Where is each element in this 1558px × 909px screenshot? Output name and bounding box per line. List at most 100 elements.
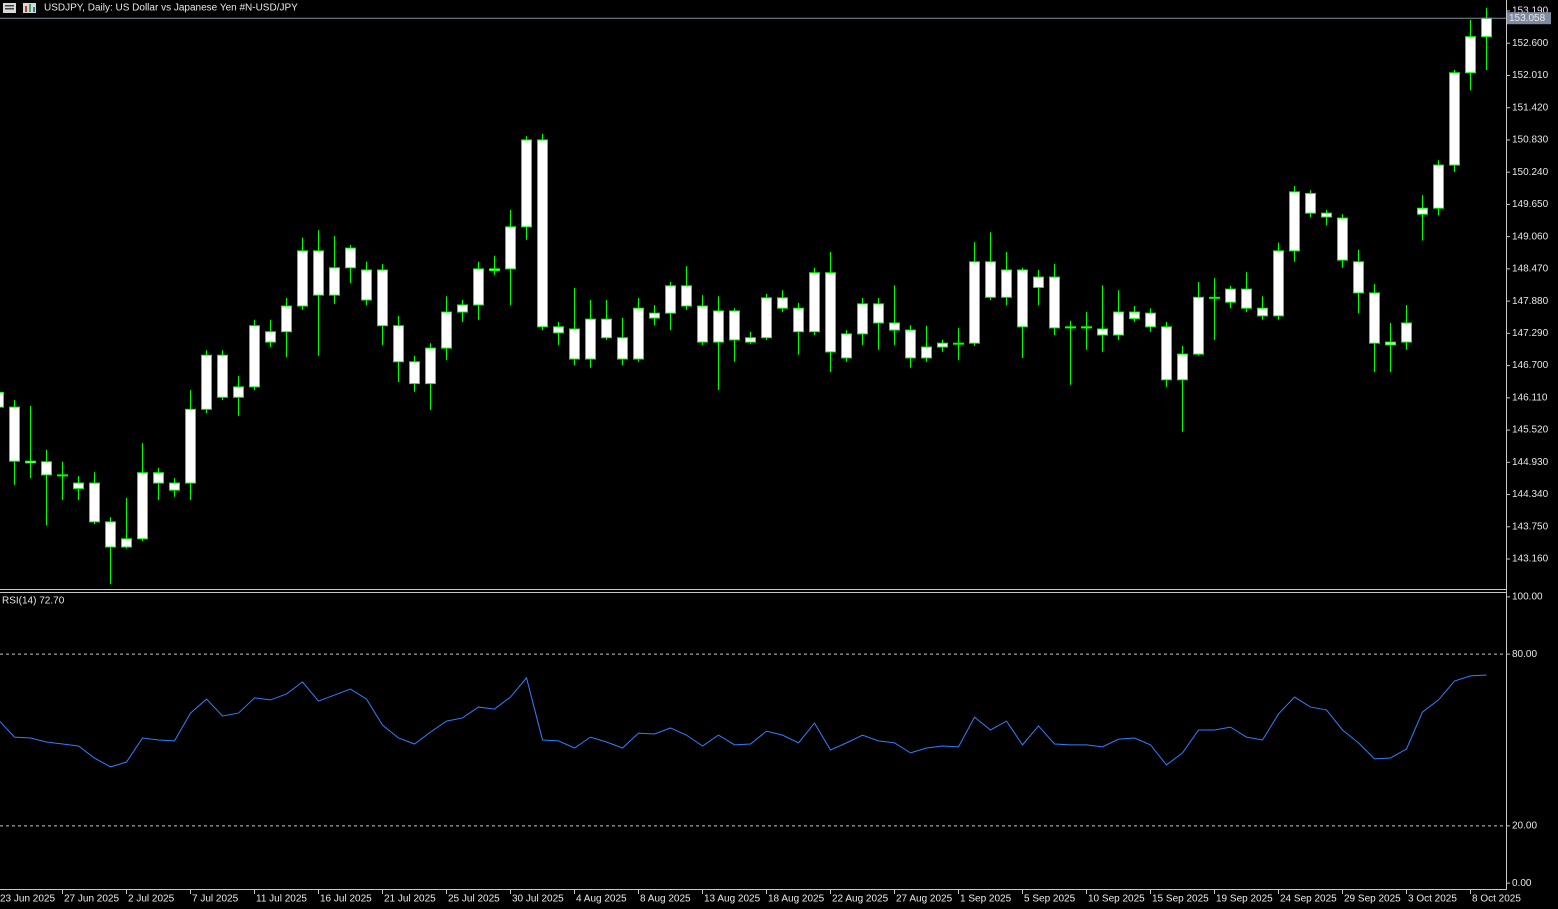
candle-body [1337, 217, 1348, 261]
candle-body [617, 337, 628, 360]
candle-body [1001, 269, 1012, 298]
candle-body [425, 347, 436, 385]
last-price-label: 153.058 [1509, 13, 1546, 24]
candle-body [1369, 292, 1380, 344]
candle-body [1401, 322, 1412, 343]
candle-body [889, 322, 900, 331]
symbol-icons [3, 3, 36, 13]
candle-body [329, 267, 340, 296]
candle-body [1385, 341, 1396, 346]
y-tick-label: 80.00 [1512, 649, 1537, 660]
x-tick-label: 19 Sep 2025 [1216, 894, 1273, 905]
candle-body [409, 361, 420, 385]
candle-body [841, 333, 852, 359]
candle-body [761, 297, 772, 339]
candle-body [345, 247, 356, 269]
candle-body [105, 521, 116, 548]
last-price-tag [1507, 12, 1551, 25]
candle-body [281, 305, 292, 333]
candle-body [633, 307, 644, 360]
y-tick-label: 147.880 [1512, 296, 1549, 307]
candle-body [921, 346, 932, 359]
x-tick-label: 7 Jul 2025 [192, 894, 239, 905]
candle-body [505, 226, 516, 270]
candle-body [265, 331, 276, 343]
candle-body [25, 460, 36, 464]
candle-body [521, 139, 532, 228]
chart-title: USDJPY, Daily: US Dollar vs Japanese Yen… [44, 3, 298, 14]
candle-body [1129, 311, 1140, 320]
candle-body [1177, 353, 1188, 381]
candle-body [745, 337, 756, 343]
x-tick-label: 2 Jul 2025 [128, 894, 175, 905]
candle-body [873, 303, 884, 324]
candle-body [953, 342, 964, 345]
candle-body [569, 328, 580, 360]
candle-body [393, 325, 404, 363]
candle-body [697, 305, 708, 343]
candle-body [857, 303, 868, 335]
candle-body [777, 297, 788, 309]
candle-body [1161, 326, 1172, 381]
candle-body [825, 272, 836, 353]
candle-body [441, 311, 452, 349]
candle-body [1225, 288, 1236, 303]
y-tick-label: 146.110 [1512, 392, 1548, 403]
candle-body [1065, 326, 1076, 329]
y-tick-label: 143.160 [1512, 554, 1549, 565]
rsi-line [0, 674, 1487, 768]
x-tick-label: 27 Jun 2025 [64, 894, 119, 905]
candle-body [1321, 212, 1332, 218]
y-tick-label: 146.700 [1512, 360, 1549, 371]
candle-body [969, 261, 980, 344]
candle-body [1145, 312, 1156, 328]
candle-body [1465, 36, 1476, 74]
y-tick-label: 0.00 [1512, 878, 1532, 889]
candle-body [1449, 72, 1460, 166]
candle-body [1289, 191, 1300, 252]
candle-body [1433, 164, 1444, 209]
x-tick-label: 10 Sep 2025 [1088, 894, 1145, 905]
candle-body [57, 474, 68, 477]
candle-body [1241, 288, 1252, 309]
chart-icon-bar [33, 7, 35, 12]
candle-body [1353, 261, 1364, 294]
y-tick-label: 150.830 [1512, 135, 1549, 146]
candle-body [217, 354, 228, 398]
candle-body [905, 329, 916, 359]
candle-body [137, 472, 148, 540]
candle-body [249, 325, 260, 388]
candle-body [9, 406, 20, 462]
candle-body [793, 307, 804, 333]
candle-body [297, 250, 308, 307]
candle-body [489, 268, 500, 272]
x-tick-label: 15 Sep 2025 [1152, 894, 1209, 905]
candle-body [41, 461, 52, 476]
y-tick-label: 100.00 [1512, 592, 1543, 603]
x-tick-label: 16 Jul 2025 [320, 894, 372, 905]
candle-body [0, 391, 4, 408]
x-tick-label: 3 Oct 2025 [1408, 894, 1457, 905]
y-tick-label: 149.060 [1512, 231, 1549, 242]
candle-body [585, 318, 596, 360]
x-tick-label: 18 Aug 2025 [768, 894, 825, 905]
candle-body [457, 304, 468, 313]
candle-body [553, 326, 564, 334]
candle-body [185, 408, 196, 484]
candle-body [1081, 326, 1092, 329]
candle-body [1033, 276, 1044, 288]
candle-body [1097, 328, 1108, 336]
candle-body [361, 269, 372, 301]
candle-body [377, 269, 388, 327]
candle-body [537, 139, 548, 328]
y-tick-label: 144.340 [1512, 489, 1549, 500]
candle-body [713, 310, 724, 343]
candle-body [153, 472, 164, 484]
x-tick-label: 23 Jun 2025 [0, 894, 55, 905]
candle-body [809, 272, 820, 333]
candle-body [313, 250, 324, 296]
x-tick-label: 11 Jul 2025 [256, 894, 307, 905]
x-tick-label: 8 Aug 2025 [640, 894, 691, 905]
y-tick-label: 149.650 [1512, 199, 1549, 210]
